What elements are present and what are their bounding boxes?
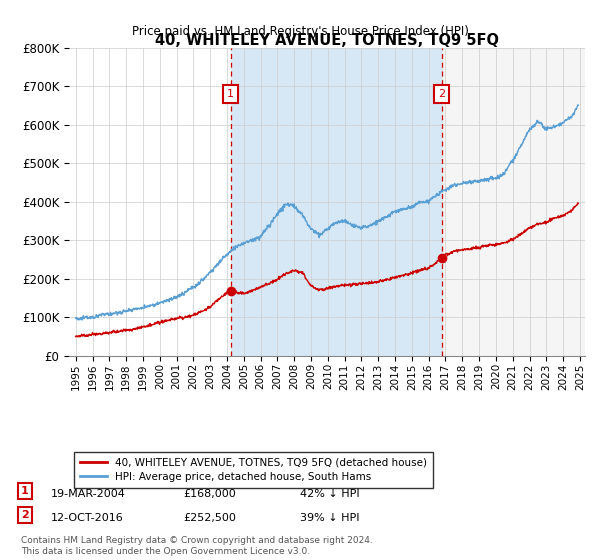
Text: £168,000: £168,000 bbox=[183, 489, 236, 499]
Text: Price paid vs. HM Land Registry's House Price Index (HPI): Price paid vs. HM Land Registry's House … bbox=[131, 25, 469, 38]
Text: 1: 1 bbox=[21, 486, 29, 496]
Text: 12-OCT-2016: 12-OCT-2016 bbox=[51, 513, 124, 523]
Title: 40, WHITELEY AVENUE, TOTNES, TQ9 5FQ: 40, WHITELEY AVENUE, TOTNES, TQ9 5FQ bbox=[155, 32, 499, 48]
Text: £252,500: £252,500 bbox=[183, 513, 236, 523]
Bar bbox=[442, 48, 585, 356]
Text: 39% ↓ HPI: 39% ↓ HPI bbox=[300, 513, 359, 523]
Text: 2: 2 bbox=[21, 510, 29, 520]
Text: 1: 1 bbox=[227, 89, 234, 99]
Text: 42% ↓ HPI: 42% ↓ HPI bbox=[300, 489, 359, 499]
Legend: 40, WHITELEY AVENUE, TOTNES, TQ9 5FQ (detached house), HPI: Average price, detac: 40, WHITELEY AVENUE, TOTNES, TQ9 5FQ (de… bbox=[74, 452, 433, 488]
Text: 19-MAR-2004: 19-MAR-2004 bbox=[51, 489, 126, 499]
Text: Contains HM Land Registry data © Crown copyright and database right 2024.
This d: Contains HM Land Registry data © Crown c… bbox=[21, 536, 373, 556]
Text: 2: 2 bbox=[438, 89, 445, 99]
Bar bbox=[230, 48, 442, 356]
